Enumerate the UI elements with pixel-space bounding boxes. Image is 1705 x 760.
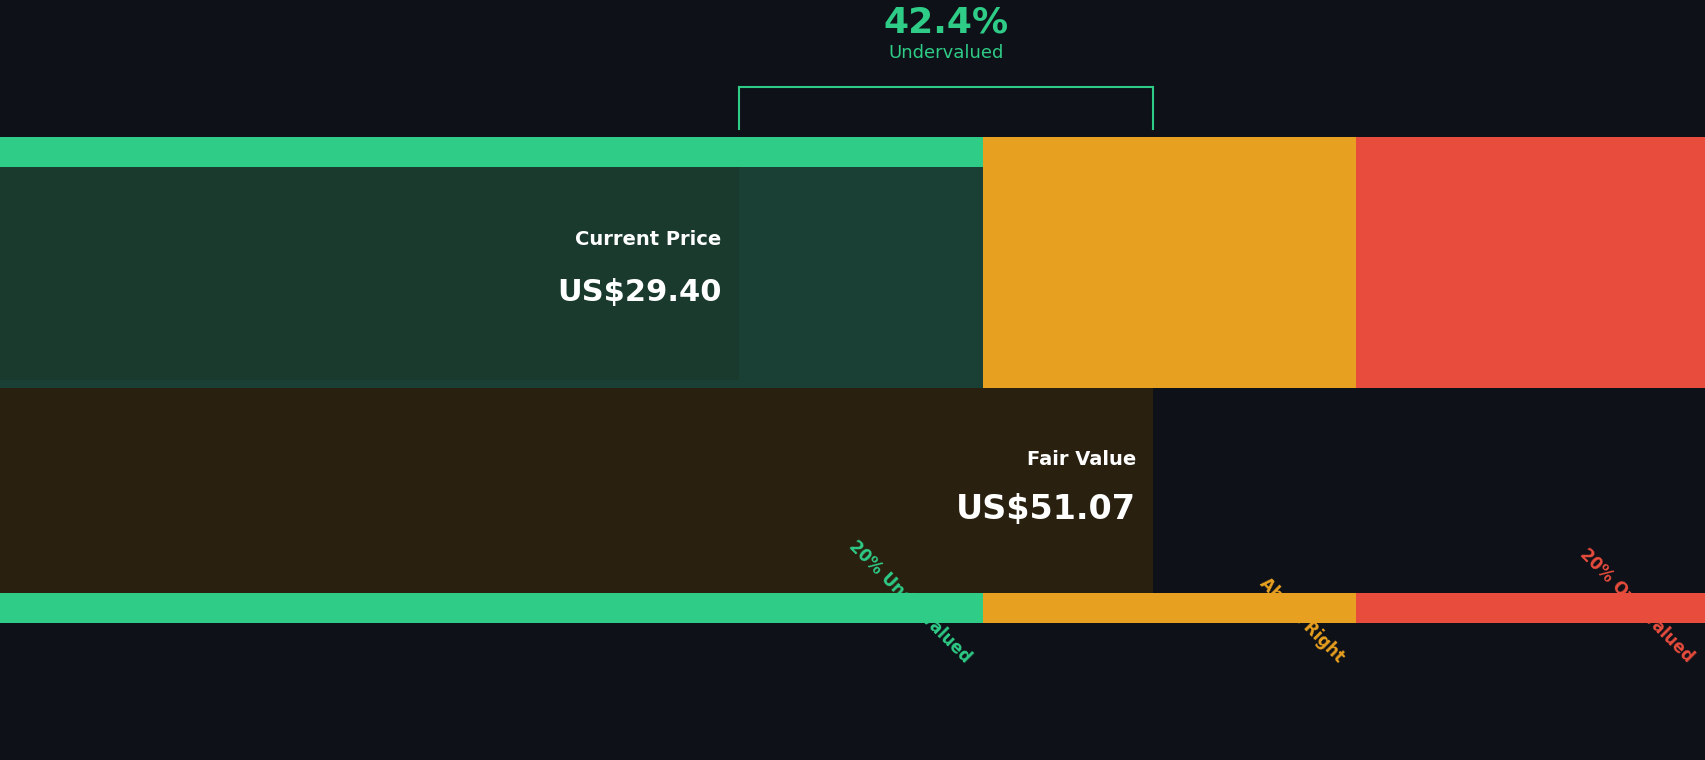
- Text: US$51.07: US$51.07: [955, 492, 1136, 526]
- Text: Undervalued: Undervalued: [888, 44, 1003, 62]
- Bar: [0, 167, 982, 380]
- Bar: [1355, 593, 1705, 623]
- Bar: [0, 593, 982, 623]
- Text: 20% Undervalued: 20% Undervalued: [844, 537, 974, 667]
- Bar: [0, 137, 982, 167]
- Bar: [0, 167, 738, 380]
- Bar: [1355, 137, 1705, 167]
- Bar: [982, 167, 1355, 380]
- Text: US$29.40: US$29.40: [558, 278, 721, 307]
- Bar: [0, 388, 1153, 593]
- Bar: [0, 182, 982, 388]
- Bar: [1355, 167, 1705, 380]
- Text: About Right: About Right: [1255, 575, 1347, 667]
- Bar: [982, 593, 1355, 623]
- Text: Fair Value: Fair Value: [1026, 450, 1136, 470]
- Bar: [982, 182, 1355, 388]
- Text: Current Price: Current Price: [575, 230, 721, 249]
- Text: 20% Overvalued: 20% Overvalued: [1575, 546, 1696, 667]
- Bar: [982, 137, 1355, 167]
- Text: 42.4%: 42.4%: [883, 6, 1008, 40]
- Bar: [1355, 182, 1705, 388]
